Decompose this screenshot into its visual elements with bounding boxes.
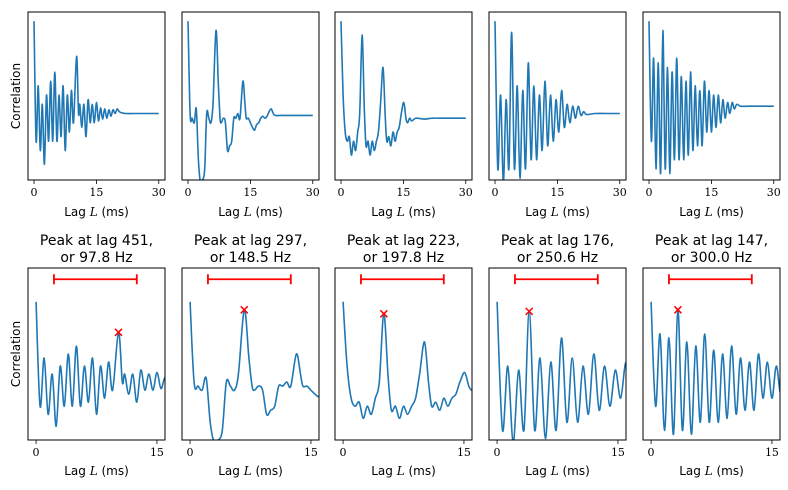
x-axis-label: Lag L (ms) — [525, 464, 590, 478]
correlation-line — [648, 21, 774, 175]
x-tick-label: 15 — [704, 186, 718, 199]
peak-marker — [673, 305, 682, 314]
x-tick-label: 15 — [89, 186, 103, 199]
zoomed-panel — [642, 267, 781, 444]
axes-frame — [27, 11, 166, 181]
peak-marker-stroke — [673, 305, 682, 314]
axes-frame — [488, 267, 627, 441]
x-tick-label: 0 — [33, 446, 40, 459]
peak-marker — [240, 305, 249, 314]
panel-title: Peak at lag 223, — [347, 233, 460, 249]
x-tick-label: 15 — [611, 446, 625, 459]
correlation-line — [35, 301, 165, 428]
zoomed-panel — [334, 267, 473, 444]
x-tick-label: 15 — [550, 186, 564, 199]
x-tick-label: 0 — [340, 446, 347, 459]
x-tick-label: 30 — [152, 186, 166, 199]
correlation-line — [33, 21, 159, 166]
panel-title: or 250.6 Hz — [517, 250, 598, 266]
x-tick-label: 15 — [457, 446, 471, 459]
x-tick-label: 15 — [304, 446, 318, 459]
x-tick-label: 30 — [613, 186, 627, 199]
peak-marker — [379, 309, 388, 318]
overview-panel — [334, 11, 473, 184]
x-tick-label: 0 — [646, 186, 653, 199]
correlation-line — [340, 21, 466, 156]
correlation-line — [650, 301, 780, 436]
peak-marker — [114, 328, 123, 337]
peak-marker — [525, 307, 534, 316]
x-tick-label: 15 — [243, 186, 257, 199]
panel-title: or 300.0 Hz — [671, 250, 752, 266]
x-axis-label: Lag L (ms) — [218, 205, 283, 219]
correlation-line — [187, 21, 313, 180]
axes-frame — [334, 267, 473, 441]
y-axis-label: Correlation — [9, 321, 23, 387]
correlation-line — [189, 301, 319, 440]
overview-panel — [181, 11, 320, 184]
peak-marker-stroke — [525, 307, 534, 316]
x-tick-label: 15 — [396, 186, 410, 199]
overview-panel — [642, 11, 781, 184]
axes-frame — [27, 267, 166, 441]
peak-marker-stroke — [240, 305, 249, 314]
x-tick-label: 15 — [765, 446, 779, 459]
zoomed-panel — [488, 267, 627, 444]
x-tick-label: 0 — [338, 186, 345, 199]
x-tick-label: 0 — [492, 186, 499, 199]
x-tick-label: 0 — [185, 186, 192, 199]
x-axis-label: Lag L (ms) — [371, 464, 436, 478]
correlation-line — [494, 21, 620, 180]
x-tick-label: 0 — [648, 446, 655, 459]
y-axis-label: Correlation — [9, 63, 23, 129]
x-tick-label: 30 — [459, 186, 473, 199]
panel-title: Peak at lag 147, — [655, 233, 768, 249]
x-axis-label: Lag L (ms) — [525, 205, 590, 219]
x-tick-label: 0 — [31, 186, 38, 199]
axes-frame — [181, 267, 320, 441]
x-tick-label: 0 — [187, 446, 194, 459]
x-tick-label: 30 — [306, 186, 320, 199]
x-axis-label: Lag L (ms) — [218, 464, 283, 478]
panel-title: Peak at lag 451, — [40, 233, 153, 249]
correlation-line — [496, 301, 626, 440]
panel-title: or 197.8 Hz — [363, 250, 444, 266]
axes-frame — [642, 267, 781, 441]
x-tick-label: 15 — [150, 446, 164, 459]
x-axis-label: Lag L (ms) — [371, 205, 436, 219]
overview-panel — [27, 11, 166, 184]
panel-title: or 97.8 Hz — [60, 250, 132, 266]
overview-panel — [488, 11, 627, 184]
panel-title: Peak at lag 297, — [194, 233, 307, 249]
peak-marker-stroke — [114, 328, 123, 337]
x-axis-label: Lag L (ms) — [679, 205, 744, 219]
panel-title: Peak at lag 176, — [501, 233, 614, 249]
peak-marker-stroke — [379, 309, 388, 318]
zoomed-panel — [27, 267, 166, 444]
axes-frame — [181, 11, 320, 181]
panel-title: or 148.5 Hz — [210, 250, 291, 266]
x-axis-label: Lag L (ms) — [64, 205, 129, 219]
x-axis-label: Lag L (ms) — [679, 464, 744, 478]
axes-frame — [334, 11, 473, 181]
correlation-line — [342, 301, 472, 420]
x-axis-label: Lag L (ms) — [64, 464, 129, 478]
x-tick-label: 0 — [494, 446, 501, 459]
zoomed-panel — [181, 267, 320, 444]
x-tick-label: 30 — [767, 186, 781, 199]
